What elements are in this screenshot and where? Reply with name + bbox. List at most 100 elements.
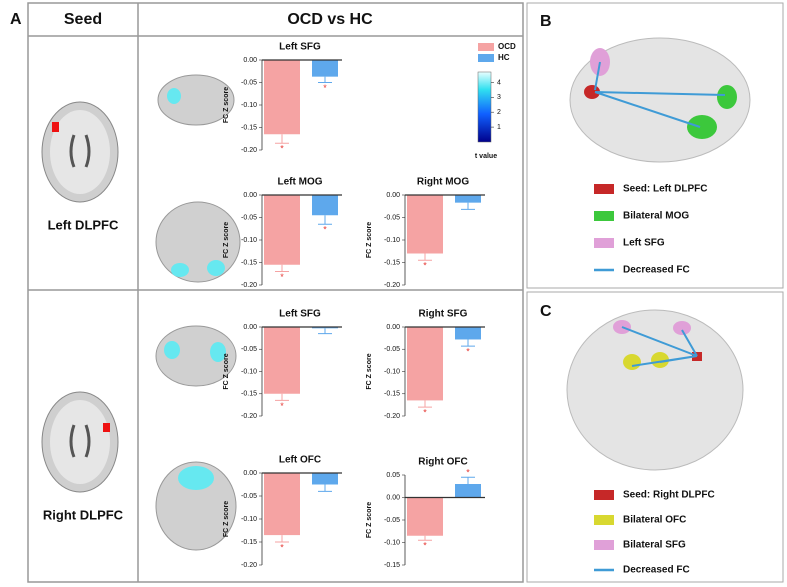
significance-mark: *	[466, 347, 470, 357]
y-axis-label: FC Z score	[366, 502, 373, 538]
legend-label: Seed: Right DLPFC	[623, 490, 715, 501]
legend-swatch	[594, 540, 614, 550]
y-axis-label: FC Z score	[223, 87, 230, 123]
y-tick-label: -0.20	[384, 282, 400, 289]
y-tick-label: 0.00	[243, 192, 257, 199]
y-axis-label: FC Z score	[223, 353, 230, 389]
y-tick-label: -0.10	[241, 102, 257, 109]
table-frame	[27, 2, 524, 583]
glass-brain	[566, 309, 744, 471]
y-tick-label: 0.00	[386, 494, 400, 501]
y-axis-label: FC Z score	[223, 222, 230, 258]
significance-mark: *	[423, 407, 427, 417]
error-bar	[461, 202, 475, 210]
significance-mark: *	[466, 468, 470, 478]
y-tick-label: -0.15	[241, 539, 257, 546]
colorbar-tick-label: 3	[497, 94, 501, 101]
panel-label: B	[540, 13, 552, 30]
legend-label: HC	[498, 53, 510, 62]
y-tick-label: -0.10	[241, 516, 257, 523]
y-tick-label: -0.15	[241, 391, 257, 398]
y-tick-label: -0.05	[384, 346, 400, 353]
error-bar	[275, 264, 289, 272]
significance-mark: *	[423, 541, 427, 551]
bar	[312, 60, 338, 77]
legend-swatch	[594, 238, 614, 248]
significance-mark: *	[323, 83, 327, 93]
y-tick-label: -0.05	[384, 517, 400, 524]
legend-swatch	[594, 184, 614, 194]
bar	[312, 473, 338, 485]
bar	[407, 497, 443, 536]
significance-mark: *	[323, 225, 327, 235]
legend-swatch	[594, 515, 614, 525]
chart-title: Right SFG	[419, 309, 468, 320]
error-bar	[275, 393, 289, 401]
y-tick-label: 0.00	[243, 57, 257, 64]
error-bar	[318, 215, 332, 225]
y-tick-label: -0.15	[384, 259, 400, 266]
y-tick-label: -0.15	[241, 124, 257, 131]
seed-region	[103, 423, 110, 432]
y-tick-label: -0.15	[241, 259, 257, 266]
result-brain	[155, 201, 241, 283]
panel-label: C	[540, 303, 552, 320]
y-tick-label: 0.00	[243, 470, 257, 477]
y-tick-label: -0.10	[384, 237, 400, 244]
colorbar-tick-label: 4	[497, 79, 501, 86]
bar	[455, 195, 481, 203]
legend-swatch	[478, 54, 494, 62]
y-tick-label: -0.20	[241, 147, 257, 154]
y-axis-label: FC Z score	[223, 501, 230, 537]
significance-mark: *	[423, 261, 427, 271]
result-brain	[155, 325, 237, 387]
seed-brain	[41, 101, 119, 203]
bar	[264, 195, 300, 265]
legend-swatch	[478, 43, 494, 51]
y-axis-label: FC Z score	[366, 353, 373, 389]
y-tick-label: -0.10	[384, 368, 400, 375]
legend-swatch	[594, 490, 614, 500]
chart-title: Left OFC	[279, 455, 321, 466]
seed-region	[52, 122, 59, 132]
y-tick-label: -0.05	[241, 79, 257, 86]
chart-title: Left MOG	[278, 177, 323, 188]
error-bar	[418, 253, 432, 261]
colorbar-tick-label: 1	[497, 124, 501, 131]
error-bar	[418, 535, 432, 541]
y-tick-label: -0.15	[384, 562, 400, 569]
y-tick-label: -0.20	[241, 413, 257, 420]
legend-label: Bilateral MOG	[623, 211, 689, 222]
panel-frame	[526, 2, 784, 289]
y-tick-label: -0.10	[241, 237, 257, 244]
bar	[407, 327, 443, 401]
legend-label: Decreased FC	[623, 565, 690, 576]
result-brain	[155, 461, 237, 551]
significance-mark: *	[280, 272, 284, 282]
y-tick-label: -0.20	[384, 413, 400, 420]
y-axis-label: FC Z score	[366, 222, 373, 258]
bar	[312, 195, 338, 216]
error-bar	[461, 476, 475, 484]
y-tick-label: -0.10	[241, 368, 257, 375]
error-bar	[318, 76, 332, 83]
y-tick-label: -0.05	[241, 214, 257, 221]
y-tick-label: 0.00	[386, 192, 400, 199]
y-tick-label: -0.15	[384, 391, 400, 398]
legend-swatch	[594, 211, 614, 221]
column-header: OCD vs HC	[287, 11, 373, 28]
bar	[455, 484, 481, 498]
legend-label: Bilateral SFG	[623, 540, 686, 551]
y-tick-label: 0.00	[243, 324, 257, 331]
y-tick-label: -0.05	[241, 346, 257, 353]
seed-label: Right DLPFC	[43, 507, 124, 522]
bar	[455, 327, 481, 340]
chart-title: Left SFG	[279, 42, 321, 53]
legend-label: Decreased FC	[623, 265, 690, 276]
column-header: Seed	[64, 11, 102, 28]
significance-mark: *	[280, 401, 284, 411]
y-tick-label: -0.05	[384, 214, 400, 221]
seed-brain	[41, 391, 119, 493]
error-bar	[418, 400, 432, 408]
